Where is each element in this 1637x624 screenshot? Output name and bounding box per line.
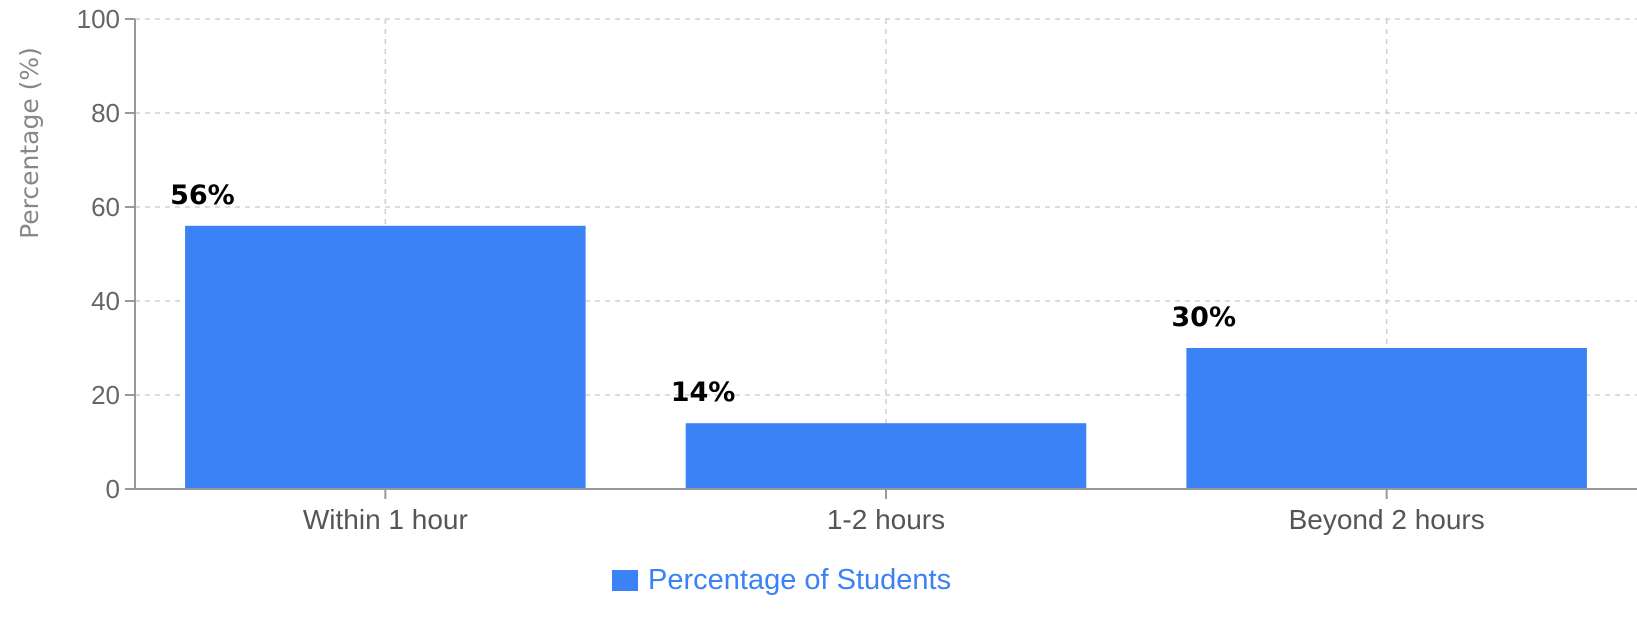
bars	[185, 225, 1587, 490]
bar-2[interactable]	[1186, 348, 1587, 489]
y-tick-label-100: 100	[77, 4, 120, 34]
x-tick-label-2: Beyond 2 hours	[1289, 504, 1485, 535]
legend-swatch	[612, 570, 638, 591]
bar-0[interactable]	[185, 225, 586, 490]
y-axis-title: Percentage (%)	[15, 47, 44, 239]
legend[interactable]: Percentage of Students	[612, 564, 951, 596]
x-tick-label-0: Within 1 hour	[303, 504, 468, 535]
data-label-0: 56%	[170, 180, 235, 211]
bar-1[interactable]	[685, 423, 1087, 489]
y-tick-label-60: 60	[91, 192, 120, 222]
data-label-2: 30%	[1171, 302, 1236, 333]
data-label-1: 14%	[671, 377, 736, 408]
legend-label: Percentage of Students	[648, 564, 951, 596]
data-labels: 56% 14% 30%	[170, 180, 1236, 408]
y-tick-label-80: 80	[91, 98, 120, 128]
y-tick-label-40: 40	[91, 286, 120, 316]
axes: 0 20 40 60 80 100 Within 1 hour 1-2 hours Beyond…	[77, 4, 1637, 535]
y-tick-label-20: 20	[91, 380, 120, 410]
x-tick-label-1: 1-2 hours	[827, 504, 945, 535]
y-tick-label-0: 0	[106, 474, 120, 504]
